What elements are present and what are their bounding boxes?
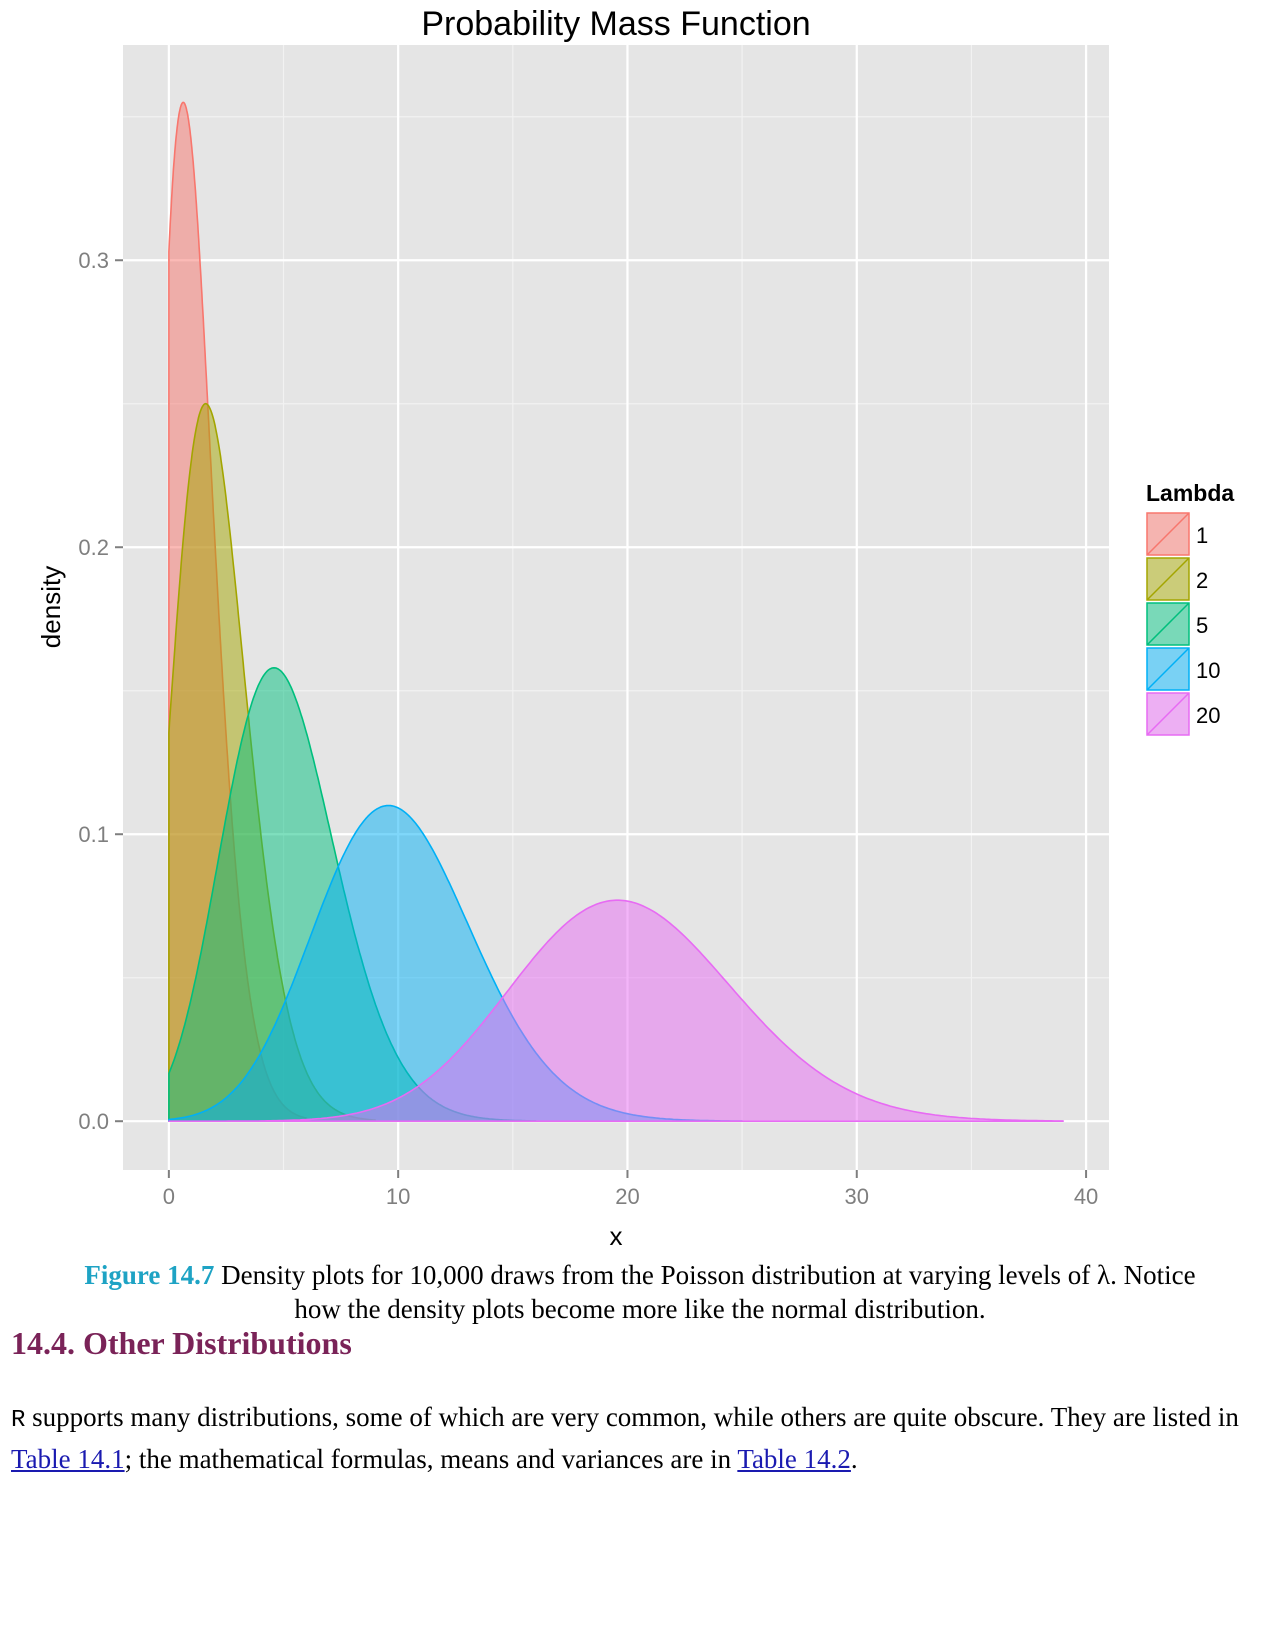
figure-caption: Figure 14.7 Density plots for 10,000 dra… <box>60 1258 1220 1326</box>
y-tick-label: 0.0 <box>78 1109 109 1134</box>
legend-label-10: 10 <box>1196 658 1220 683</box>
minor-gridlines <box>123 45 1109 1170</box>
paragraph-text-1: supports many distributions, some of whi… <box>25 1402 1239 1432</box>
legend-label-5: 5 <box>1196 613 1208 638</box>
y-axis: 0.0 0.1 0.2 0.3 <box>78 248 123 1134</box>
density-areas <box>168 101 1064 1122</box>
y-tick-label: 0.1 <box>78 822 109 847</box>
table-14-1-link[interactable]: Table 14.1 <box>11 1444 125 1474</box>
y-axis-label: density <box>36 566 66 648</box>
body-paragraph: R supports many distributions, some of w… <box>11 1398 1266 1478</box>
legend-key-slash <box>1146 512 1190 556</box>
x-tick-label: 20 <box>615 1184 639 1209</box>
x-axis-label: x <box>610 1221 623 1251</box>
density-chart: Probability Mass Function 0.0 0.1 0.2 0.3 0… <box>36 5 1234 1251</box>
paragraph-text-2: ; the mathematical formulas, means and v… <box>124 1444 738 1474</box>
legend-key-slash <box>1146 692 1190 736</box>
legend-key-slash <box>1146 647 1190 691</box>
chart-title: Probability Mass Function <box>421 5 810 43</box>
y-tick-label: 0.2 <box>78 535 109 560</box>
x-tick-label: 30 <box>845 1184 869 1209</box>
legend-keys: 1 2 5 10 20 <box>1145 511 1220 737</box>
legend-label-2: 2 <box>1196 568 1208 593</box>
x-tick-label: 10 <box>386 1184 410 1209</box>
x-axis: 0 10 20 30 40 <box>163 1170 1098 1209</box>
density-area-lambda-20 <box>168 899 1064 1122</box>
x-tick-label: 0 <box>163 1184 175 1209</box>
legend-key-slash <box>1146 602 1190 646</box>
table-14-2-link[interactable]: Table 14.2 <box>737 1444 851 1474</box>
y-tick-label: 0.3 <box>78 248 109 273</box>
section-heading: 14.4. Other Distributions <box>11 1325 352 1361</box>
paragraph-text-3: . <box>850 1444 858 1474</box>
legend-label-1: 1 <box>1196 523 1208 548</box>
legend-title: Lambda <box>1146 480 1234 506</box>
figure-caption-text: Density plots for 10,000 draws from the … <box>221 1260 1196 1324</box>
x-tick-label: 40 <box>1074 1184 1098 1209</box>
legend: Lambda 1 2 5 10 20 <box>1145 480 1234 737</box>
figure-label: Figure 14.7 <box>84 1260 215 1290</box>
r-code-term: R <box>11 1407 26 1434</box>
legend-key-slash <box>1146 557 1190 601</box>
legend-label-20: 20 <box>1196 703 1220 728</box>
